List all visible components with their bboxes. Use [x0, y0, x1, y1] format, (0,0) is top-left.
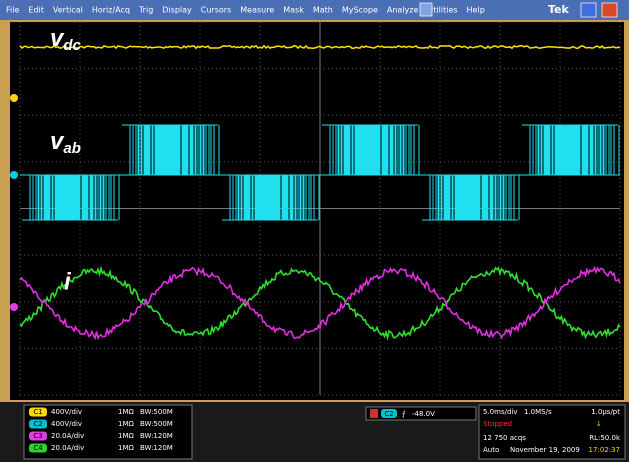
- record-length: RL:50.0k: [589, 434, 621, 442]
- channel-scale: 20.0A/div: [51, 432, 84, 440]
- acq-count: 12 750 acqs: [483, 434, 526, 442]
- trigger-source: C2: [384, 410, 393, 418]
- channel-scale: 400V/div: [51, 408, 82, 416]
- close-button[interactable]: [602, 3, 617, 17]
- channel-impedance: 1MΩ: [118, 444, 134, 452]
- channel-id: C4: [33, 444, 43, 452]
- channel-scale: 400V/div: [51, 420, 82, 428]
- channel-impedance: 1MΩ: [118, 420, 134, 428]
- acq-state: Stopped: [483, 420, 512, 428]
- menu-item[interactable]: Cursors: [201, 6, 231, 15]
- channel-impedance: 1MΩ: [118, 432, 134, 440]
- time: 17:02:37: [589, 446, 620, 454]
- oscilloscope-screen: File Edit Vertical Horiz/Acq Trig Display Curs…: [0, 0, 629, 462]
- menu-item[interactable]: Display: [162, 6, 192, 15]
- menu: File Edit Vertical Horiz/Acq Trig Display Curs…: [6, 6, 485, 15]
- menu-item[interactable]: Measure: [240, 6, 274, 15]
- trigger-icon: [370, 409, 378, 418]
- channel-id: C3: [33, 432, 42, 440]
- channel-bandwidth: BW:500M: [140, 408, 173, 416]
- acq-arrow: ↓: [596, 420, 602, 428]
- timebase: 5.0ms/div: [483, 408, 518, 416]
- channel-id: C1: [33, 408, 42, 416]
- trigger-level: -48.0V: [412, 410, 435, 418]
- sample-rate: 1.0MS/s: [524, 408, 552, 416]
- trigger-slope: ⨍: [402, 410, 406, 418]
- brand: Tek: [548, 3, 570, 16]
- channel-scale: 20.0A/div: [51, 444, 84, 452]
- menu-item[interactable]: Edit: [28, 6, 44, 15]
- menu-button[interactable]: [420, 3, 432, 16]
- label-sub: dc: [63, 37, 81, 54]
- label-sub: ab: [63, 140, 81, 157]
- ch3-marker: [10, 303, 18, 311]
- menu-item[interactable]: Horiz/Acq: [92, 6, 130, 15]
- channel-id: C2: [33, 420, 42, 428]
- menu-item[interactable]: Help: [467, 6, 485, 15]
- channel-bandwidth: BW:500M: [140, 420, 173, 428]
- menu-item[interactable]: Mask: [283, 6, 304, 15]
- menu-item[interactable]: Analyze: [387, 6, 419, 15]
- menu-item[interactable]: File: [6, 6, 19, 15]
- minimize-button[interactable]: [581, 3, 596, 17]
- ch1-marker: [10, 94, 18, 102]
- waveform-area: [10, 22, 624, 400]
- menu-item[interactable]: Math: [313, 6, 333, 15]
- date: November 19, 2009: [510, 446, 580, 454]
- ch2-marker: [10, 171, 18, 179]
- channel-impedance: 1MΩ: [118, 408, 134, 416]
- menu-item[interactable]: Vertical: [53, 6, 83, 15]
- menu-item[interactable]: MyScope: [342, 6, 378, 15]
- acq-mode: Auto: [483, 446, 499, 454]
- channel-bandwidth: BW:120M: [140, 432, 173, 440]
- resolution: 1.0µs/pt: [591, 408, 620, 416]
- menu-item[interactable]: Trig: [138, 6, 153, 15]
- channel-bandwidth: BW:120M: [140, 444, 173, 452]
